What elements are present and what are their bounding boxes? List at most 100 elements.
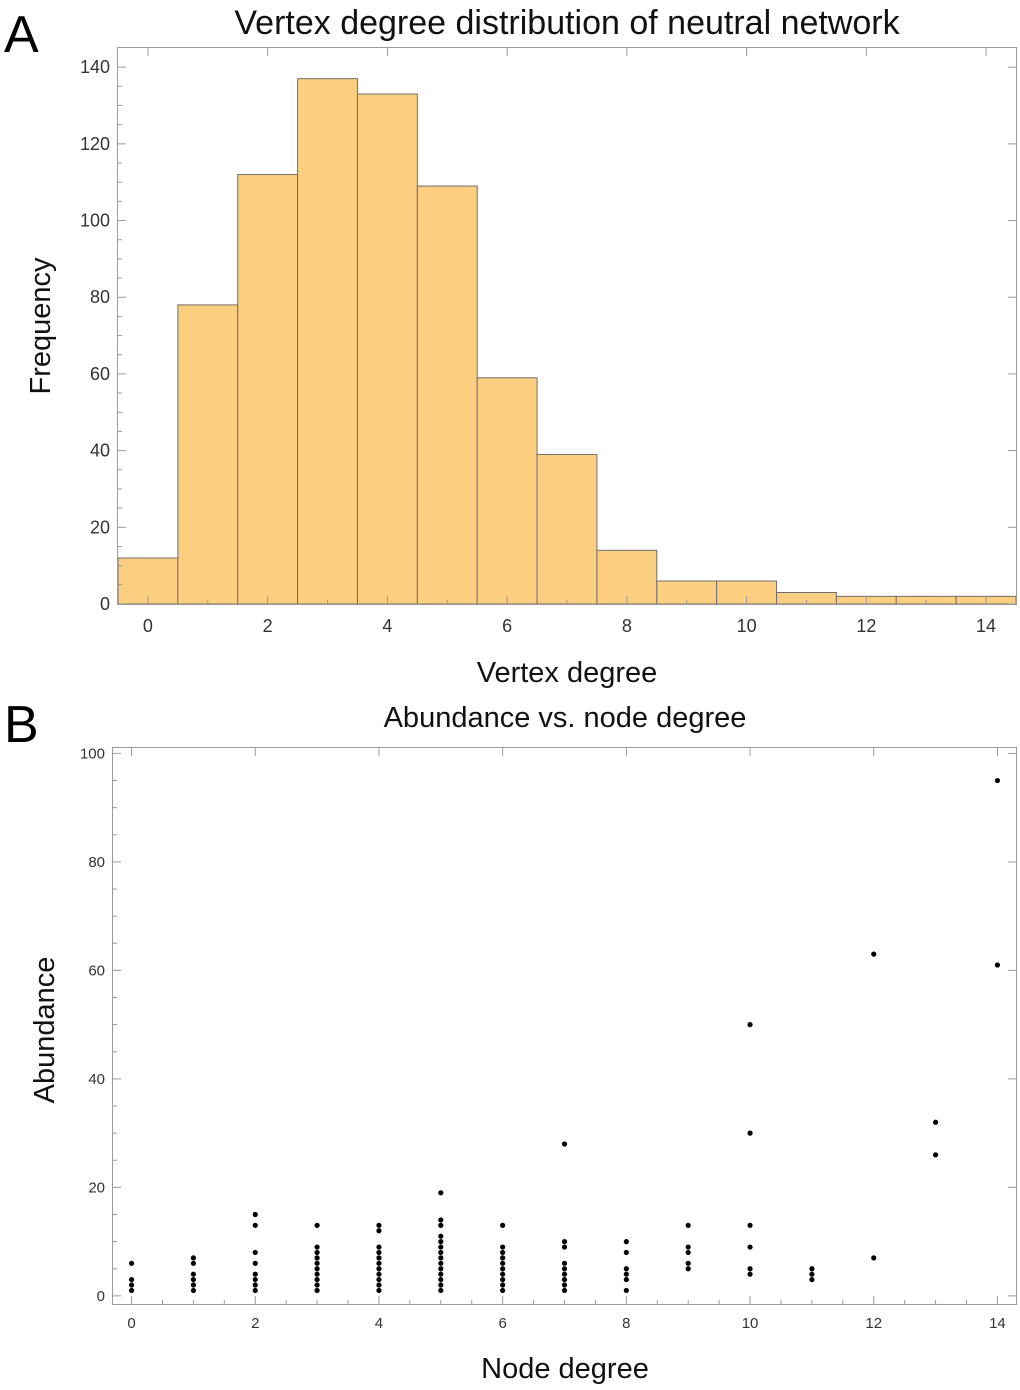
- scatter-point: [686, 1250, 691, 1255]
- chart-b-xlabel: Node degree: [481, 1353, 649, 1385]
- chart-a-xlabel: Vertex degree: [477, 657, 658, 689]
- x-tick-label: 14: [976, 616, 996, 636]
- scatter-point: [624, 1239, 629, 1244]
- scatter-point: [624, 1277, 629, 1282]
- y-tick-label: 0: [97, 1288, 105, 1305]
- x-tick-label: 4: [382, 616, 392, 636]
- scatter-point: [438, 1272, 443, 1277]
- scatter-point: [191, 1261, 196, 1266]
- scatter-point: [191, 1277, 196, 1282]
- scatter-point: [562, 1272, 567, 1277]
- bar-degree-2: [238, 175, 298, 604]
- scatter-point: [500, 1277, 505, 1282]
- scatter-point: [747, 1022, 752, 1027]
- chart-a-ylabel: Frequency: [25, 257, 57, 395]
- scatter-point: [500, 1266, 505, 1271]
- scatter-point: [871, 1255, 876, 1260]
- bar-degree-6: [477, 378, 537, 604]
- scatter-point: [315, 1261, 320, 1266]
- scatter-point: [376, 1250, 381, 1255]
- scatter-point: [438, 1255, 443, 1260]
- y-tick-label: 60: [88, 962, 105, 979]
- scatter-point: [686, 1261, 691, 1266]
- scatter-point: [315, 1223, 320, 1228]
- bar-degree-3: [298, 79, 358, 604]
- scatter-point: [500, 1282, 505, 1287]
- scatter-point: [562, 1277, 567, 1282]
- scatter-point: [376, 1288, 381, 1293]
- scatter-point: [438, 1266, 443, 1271]
- x-tick-label: 2: [251, 1315, 259, 1332]
- scatter-point: [253, 1223, 258, 1228]
- scatter-point: [995, 962, 1000, 967]
- scatter-point: [315, 1255, 320, 1260]
- y-tick-label: 40: [90, 441, 110, 461]
- x-tick-label: 8: [622, 616, 632, 636]
- x-tick-label: 12: [856, 616, 876, 636]
- x-tick-label: 12: [865, 1315, 882, 1332]
- scatter-point: [253, 1261, 258, 1266]
- x-tick-label: 6: [498, 1315, 506, 1332]
- scatter-point: [315, 1272, 320, 1277]
- scatter-point: [376, 1282, 381, 1287]
- scatter-point: [500, 1244, 505, 1249]
- scatter-point: [376, 1255, 381, 1260]
- x-tick-label: 10: [742, 1315, 759, 1332]
- x-tick-label: 0: [143, 616, 153, 636]
- x-tick-label: 14: [989, 1315, 1006, 1332]
- y-tick-label: 20: [90, 517, 110, 537]
- scatter-point: [500, 1272, 505, 1277]
- scatter-point: [376, 1223, 381, 1228]
- bar-degree-5: [417, 186, 477, 604]
- scatter-point: [253, 1282, 258, 1287]
- scatter-point: [500, 1250, 505, 1255]
- scatter-point: [747, 1272, 752, 1277]
- x-tick-label: 2: [263, 616, 273, 636]
- scatter-point: [191, 1255, 196, 1260]
- panel-label-b: B: [4, 696, 39, 754]
- scatter-point: [624, 1272, 629, 1277]
- chart-b-title: Abundance vs. node degree: [384, 702, 747, 734]
- scatter-point: [809, 1277, 814, 1282]
- bar-degree-7: [537, 454, 597, 604]
- panel-a: A Vertex degree distribution of neutral …: [4, 4, 1017, 689]
- scatter-point: [624, 1266, 629, 1271]
- scatter-point: [191, 1282, 196, 1287]
- scatter-point: [562, 1282, 567, 1287]
- scatter-point: [438, 1282, 443, 1287]
- y-tick-label: 140: [80, 57, 110, 77]
- x-tick-label: 0: [127, 1315, 135, 1332]
- scatter-point: [438, 1250, 443, 1255]
- scatter-point: [315, 1250, 320, 1255]
- scatter-point: [376, 1244, 381, 1249]
- scatter-point: [376, 1277, 381, 1282]
- y-tick-label: 0: [100, 594, 110, 614]
- scatter-point: [438, 1277, 443, 1282]
- scatter-point: [376, 1261, 381, 1266]
- y-tick-label: 40: [88, 1071, 105, 1088]
- scatter-point: [129, 1288, 134, 1293]
- scatter-point: [253, 1272, 258, 1277]
- scatter-point: [809, 1266, 814, 1271]
- scatter-point: [933, 1120, 938, 1125]
- scatter-point: [995, 778, 1000, 783]
- scatter-point: [253, 1288, 258, 1293]
- chart-b-ticks: 0 2 4 6 8 10 12 14 0 20 40 60 80 100: [80, 745, 1016, 1332]
- scatter-point: [562, 1239, 567, 1244]
- y-tick-label: 100: [80, 745, 105, 762]
- scatter-point: [438, 1244, 443, 1249]
- scatter-point: [438, 1261, 443, 1266]
- scatter-point: [438, 1239, 443, 1244]
- scatter-point: [438, 1234, 443, 1239]
- scatter-point: [129, 1282, 134, 1287]
- scatter-point: [562, 1266, 567, 1271]
- scatter-point: [253, 1250, 258, 1255]
- y-tick-label: 80: [90, 287, 110, 307]
- scatter-point: [315, 1266, 320, 1271]
- scatter-point: [500, 1261, 505, 1266]
- y-tick-label: 20: [88, 1179, 105, 1196]
- scatter-point: [438, 1217, 443, 1222]
- scatter-point: [562, 1141, 567, 1146]
- scatter-point: [500, 1288, 505, 1293]
